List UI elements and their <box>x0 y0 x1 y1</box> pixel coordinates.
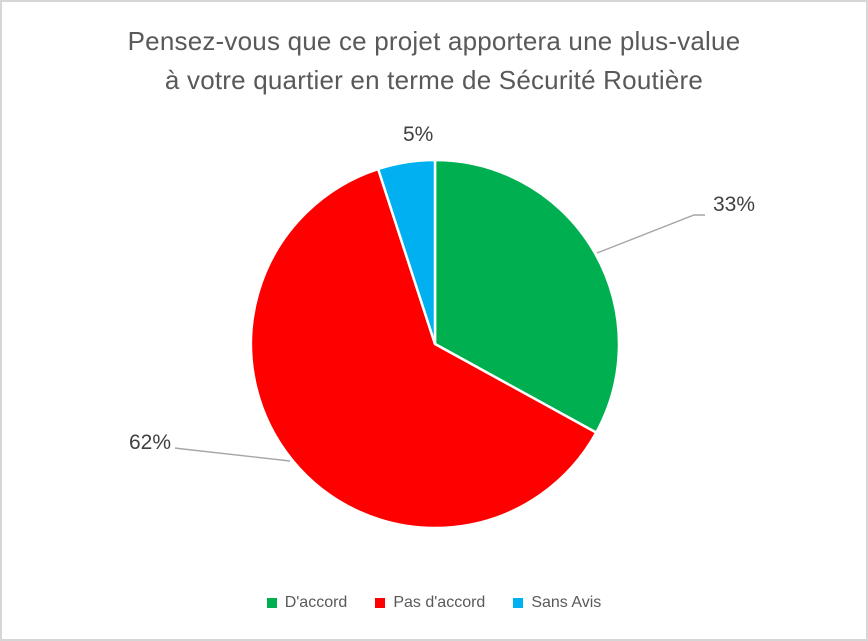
pie-data-label-sans-avis: 5% <box>403 123 434 146</box>
pie-data-label-d-accord: 33% <box>713 193 756 216</box>
leader-line-pas-d-accord <box>174 447 291 462</box>
legend-label-pas-d-accord: Pas d'accord <box>393 594 486 611</box>
legend: D'accord Pas d'accord Sans Avis <box>2 594 866 612</box>
legend-swatch-d-accord-icon <box>266 598 277 608</box>
leader-line-d-accord <box>596 214 705 254</box>
pie-slice-d-accord <box>433 158 621 434</box>
legend-swatch-pas-d-accord-icon <box>375 598 386 608</box>
legend-label-d-accord: D'accord <box>284 594 348 611</box>
chart-title-line2: à votre quartier en terme de Sécurité Ro… <box>164 65 704 95</box>
pie-data-label-pas-d-accord: 62% <box>129 431 172 454</box>
legend-label-sans-avis: Sans Avis <box>531 594 602 611</box>
chart-title: Pensez-vous que ce projet apportera une … <box>2 22 866 100</box>
legend-item-pas-d-accord: Pas d'accord <box>375 594 485 612</box>
legend-item-sans-avis: Sans Avis <box>513 594 601 612</box>
legend-swatch-sans-avis-icon <box>513 598 524 608</box>
pie-slice-pas-d-accord <box>249 167 598 530</box>
chart-title-line1: Pensez-vous que ce projet apportera une … <box>127 26 741 56</box>
pie-slice-sans-avis <box>376 158 437 346</box>
legend-item-d-accord: D'accord <box>266 594 348 612</box>
